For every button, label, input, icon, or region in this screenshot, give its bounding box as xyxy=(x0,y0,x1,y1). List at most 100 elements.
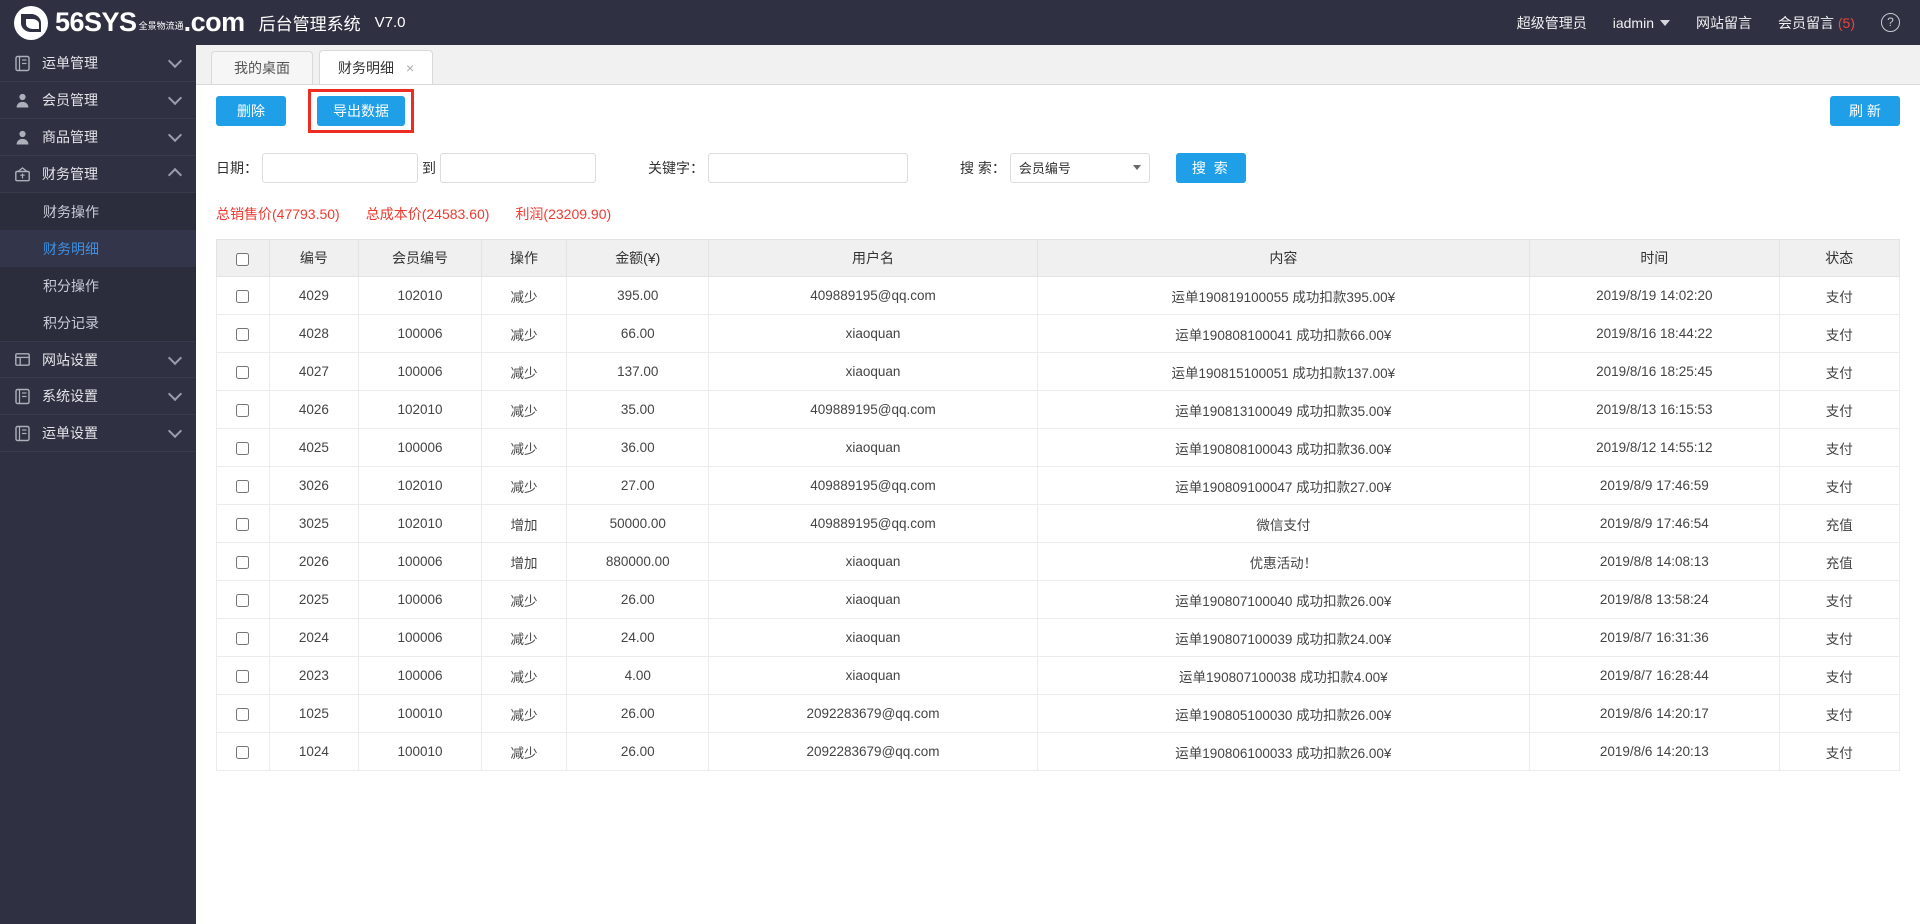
summary-total-cost: 总成本价(24583.60) xyxy=(365,206,490,222)
select-all-checkbox[interactable] xyxy=(236,252,250,266)
cell-amount: 395.00 xyxy=(566,276,710,315)
cell-content[interactable]: 运单190819100055 成功扣款395.00¥ xyxy=(1036,276,1531,315)
refresh-button[interactable]: 刷 新 xyxy=(1830,96,1900,126)
cell-amount: 27.00 xyxy=(566,466,710,505)
cell-username[interactable]: xiaoquan xyxy=(708,618,1038,657)
row-select-checkbox-cell xyxy=(216,580,270,619)
cell-content[interactable]: 运单190813100049 成功扣款35.00¥ xyxy=(1036,390,1531,429)
sidebar-item-system-settings[interactable]: 系统设置 xyxy=(0,378,196,415)
chevron-down-icon xyxy=(167,350,183,365)
cell-username[interactable]: 2092283679@qq.com xyxy=(708,732,1038,771)
delete-button[interactable]: 删除 xyxy=(216,96,286,126)
cell-content[interactable]: 微信支付 xyxy=(1036,504,1531,543)
column-header-amount[interactable]: 金额(¥) xyxy=(566,239,710,277)
sidebar-subitem-points-operation[interactable]: 积分操作 xyxy=(0,267,196,304)
cell-member-id: 100006 xyxy=(358,656,482,695)
brand-logo-area[interactable]: 56SYS 全景物流通.com xyxy=(0,5,245,40)
row-select-checkbox-cell xyxy=(216,504,270,543)
action-toolbar: 删除 导出数据 刷 新 xyxy=(196,85,1920,137)
sidebar-item-waybill-settings[interactable]: 运单设置 xyxy=(0,415,196,452)
cell-content[interactable]: 运单190808100041 成功扣款66.00¥ xyxy=(1036,314,1531,353)
search-button[interactable]: 搜 索 xyxy=(1175,153,1246,183)
row-select-checkbox[interactable] xyxy=(236,669,250,683)
cell-username[interactable]: 409889195@qq.com xyxy=(708,466,1038,505)
cell-content[interactable]: 运单190807100040 成功扣款26.00¥ xyxy=(1036,580,1531,619)
cell-username[interactable]: xiaoquan xyxy=(708,314,1038,353)
sidebar-subitem-finance-detail[interactable]: 财务明细 xyxy=(0,230,196,267)
column-header-state[interactable]: 状态 xyxy=(1778,239,1901,277)
cell-username[interactable]: 409889195@qq.com xyxy=(708,390,1038,429)
cell-content[interactable]: 运单190815100051 成功扣款137.00¥ xyxy=(1036,352,1531,391)
row-select-checkbox[interactable] xyxy=(236,479,250,493)
row-select-checkbox[interactable] xyxy=(236,745,250,759)
row-select-checkbox[interactable] xyxy=(236,631,250,645)
close-icon[interactable]: × xyxy=(406,59,415,76)
cell-content[interactable]: 运单190805100030 成功扣款26.00¥ xyxy=(1036,694,1531,733)
column-header-username[interactable]: 用户名 xyxy=(708,239,1038,277)
cell-username[interactable]: 409889195@qq.com xyxy=(708,504,1038,543)
column-header-time[interactable]: 时间 xyxy=(1529,239,1780,277)
row-select-checkbox[interactable] xyxy=(236,365,250,379)
row-select-checkbox-cell xyxy=(216,428,270,467)
sidebar-subitem-points-record[interactable]: 积分记录 xyxy=(0,304,196,341)
table-row[interactable]: 1025 100010 减少 26.00 2092283679@qq.com 运单1908… xyxy=(216,694,1901,733)
sidebar-item-member-management[interactable]: 会员管理 xyxy=(0,82,196,119)
username-dropdown[interactable]: iadmin xyxy=(1613,15,1670,31)
row-select-checkbox[interactable] xyxy=(236,403,250,417)
table-row[interactable]: 4027 100006 减少 137.00 xiaoquan 运单190815100051… xyxy=(216,352,1901,391)
cell-content[interactable]: 运单190809100047 成功扣款27.00¥ xyxy=(1036,466,1531,505)
cell-username[interactable]: 2092283679@qq.com xyxy=(708,694,1038,733)
sidebar-item-product-management[interactable]: 商品管理 xyxy=(0,119,196,156)
row-select-checkbox[interactable] xyxy=(236,555,250,569)
column-header-content[interactable]: 内容 xyxy=(1036,239,1531,277)
export-data-button[interactable]: 导出数据 xyxy=(317,96,405,126)
cell-username[interactable]: xiaoquan xyxy=(708,580,1038,619)
table-row[interactable]: 2025 100006 减少 26.00 xiaoquan 运单190807100040 … xyxy=(216,580,1901,619)
row-select-checkbox[interactable] xyxy=(236,517,250,531)
table-row[interactable]: 4029 102010 减少 395.00 409889195@qq.com 运单1908… xyxy=(216,276,1901,315)
column-header-operation[interactable]: 操作 xyxy=(480,239,568,277)
tab-finance-detail[interactable]: 财务明细 × xyxy=(319,50,434,84)
table-row[interactable]: 2024 100006 减少 24.00 xiaoquan 运单190807100039 … xyxy=(216,618,1901,657)
date-to-input[interactable] xyxy=(440,153,596,183)
sidebar-item-waybill-management[interactable]: 运单管理 xyxy=(0,45,196,82)
table-row[interactable]: 3026 102010 减少 27.00 409889195@qq.com 运单19080… xyxy=(216,466,1901,505)
cell-username[interactable]: xiaoquan xyxy=(708,352,1038,391)
row-select-checkbox[interactable] xyxy=(236,707,250,721)
table-row[interactable]: 4026 102010 减少 35.00 409889195@qq.com 运单19081… xyxy=(216,390,1901,429)
table-row[interactable]: 3025 102010 增加 50000.00 409889195@qq.com 微信支付… xyxy=(216,504,1901,543)
member-message-link[interactable]: 会员留言 (5) xyxy=(1778,13,1855,33)
keyword-input[interactable] xyxy=(708,153,908,183)
cell-content[interactable]: 优惠活动！ xyxy=(1036,542,1531,581)
row-select-checkbox[interactable] xyxy=(236,441,250,455)
cell-content[interactable]: 运单190808100043 成功扣款36.00¥ xyxy=(1036,428,1531,467)
sidebar-subitem-finance-operation[interactable]: 财务操作 xyxy=(0,193,196,230)
summary-total-sales: 总销售价(47793.50) xyxy=(216,206,340,222)
table-row[interactable]: 1024 100010 减少 26.00 2092283679@qq.com 运单1908… xyxy=(216,732,1901,771)
cell-content[interactable]: 运单190807100039 成功扣款24.00¥ xyxy=(1036,618,1531,657)
search-field-select[interactable]: 会员编号 xyxy=(1009,153,1150,183)
tab-label: 我的桌面 xyxy=(234,60,290,76)
sidebar-item-site-settings[interactable]: 网站设置 xyxy=(0,341,196,378)
table-row[interactable]: 4028 100006 减少 66.00 xiaoquan 运单190808100041 … xyxy=(216,314,1901,353)
date-from-input[interactable] xyxy=(262,153,418,183)
site-message-link[interactable]: 网站留言 xyxy=(1695,14,1752,31)
help-icon[interactable]: ? xyxy=(1881,13,1900,32)
table-row[interactable]: 4025 100006 减少 36.00 xiaoquan 运单190808100043 … xyxy=(216,428,1901,467)
cell-username[interactable]: xiaoquan xyxy=(708,656,1038,695)
row-select-checkbox[interactable] xyxy=(236,327,250,341)
cell-content[interactable]: 运单190807100038 成功扣款4.00¥ xyxy=(1036,656,1531,695)
cell-username[interactable]: xiaoquan xyxy=(708,428,1038,467)
column-header-id[interactable]: 编号 xyxy=(268,239,360,277)
row-select-checkbox[interactable] xyxy=(236,289,250,303)
cell-content[interactable]: 运单190806100033 成功扣款26.00¥ xyxy=(1036,732,1531,771)
column-header-member-id[interactable]: 会员编号 xyxy=(358,239,482,277)
tab-my-desktop[interactable]: 我的桌面 xyxy=(211,51,313,84)
cell-username[interactable]: xiaoquan xyxy=(708,542,1038,581)
row-select-checkbox[interactable] xyxy=(236,593,250,607)
table-row[interactable]: 2026 100006 增加 880000.00 xiaoquan 优惠活动！ 2019/8… xyxy=(216,542,1901,581)
sidebar-item-finance-management[interactable]: 财务管理 xyxy=(0,156,196,193)
cell-username[interactable]: 409889195@qq.com xyxy=(708,276,1038,315)
table-row[interactable]: 2023 100006 减少 4.00 xiaoquan 运单190807100038 成… xyxy=(216,656,1901,695)
cell-id: 4027 xyxy=(268,352,360,391)
